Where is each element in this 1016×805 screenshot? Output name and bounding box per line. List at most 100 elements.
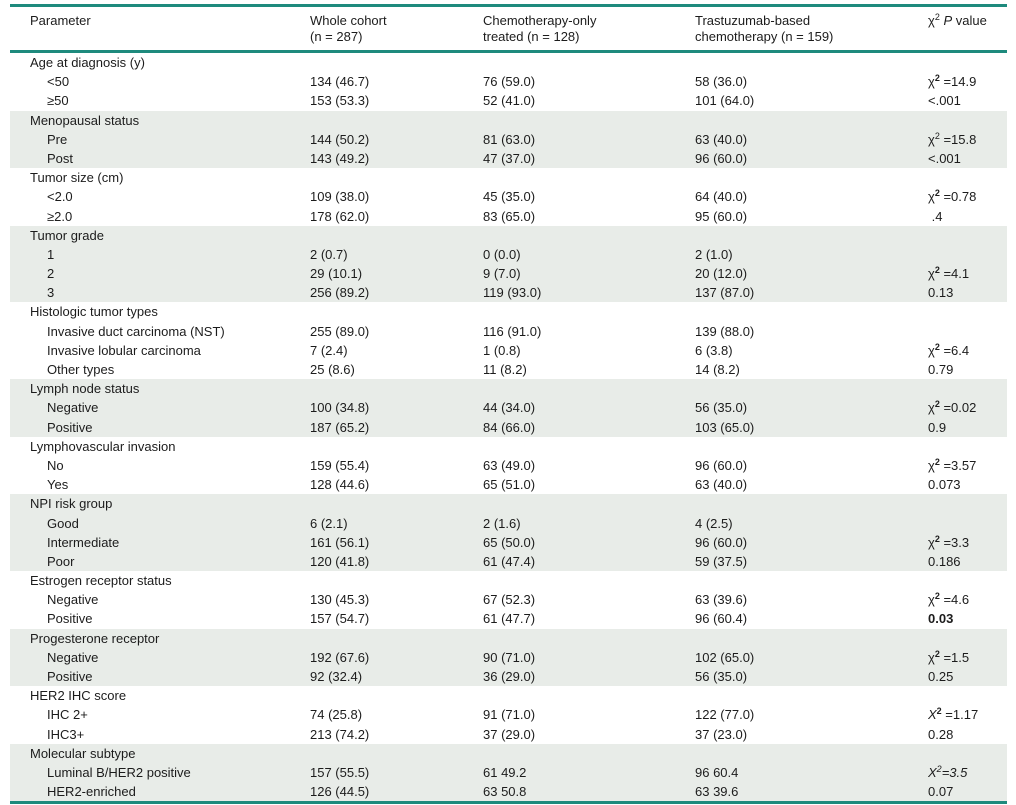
stat-cell: χ2 =6.4	[928, 341, 1007, 360]
empty-cell	[310, 53, 483, 72]
empty-cell	[483, 168, 695, 187]
table-row: Yes 128 (44.6) 65 (51.0) 63 (40.0) 0.073	[10, 475, 1007, 494]
trastuzumab-value: 56 (35.0)	[695, 669, 748, 684]
row-label: Luminal B/HER2 positive	[47, 764, 191, 780]
chemo-only-value: 116 (91.0)	[483, 323, 542, 339]
table-row: Negative 130 (45.3) 67 (52.3) 63 (39.6) χ2 =…	[10, 590, 1007, 609]
whole-cohort-value: 92 (32.4)	[310, 669, 363, 684]
section-header-row: Tumor grade	[10, 225, 1007, 245]
p-value: 0.073	[928, 477, 961, 493]
trastuzumab-value: 56 (35.0)	[695, 400, 748, 416]
p-value: 0.25	[928, 669, 954, 684]
chemo-only-value: 61 (47.7)	[483, 611, 536, 627]
section-header-row: Age at diagnosis (y)	[10, 53, 1007, 72]
row-label: 2	[47, 266, 55, 282]
whole-cohort-value: 144 (50.2)	[310, 131, 370, 147]
col-header-chemo-only-line1: Chemotherapy-only	[483, 13, 597, 28]
chemo-only-value: 83 (65.0)	[483, 208, 536, 224]
col-header-whole-cohort-line1: Whole cohort	[310, 13, 387, 28]
empty-cell	[928, 494, 1007, 513]
col-header-chi-p-value: χ2 P value	[928, 13, 1007, 45]
section-label: Progesterone receptor	[30, 630, 160, 646]
chi-symbol: χ	[928, 74, 935, 90]
table-row: 1 2 (0.7) 0 (0.0) 2 (1.0)	[10, 244, 1007, 265]
section-header-row: Progesterone receptor	[10, 628, 1007, 648]
empty-cell	[483, 111, 695, 130]
table-row: Positive 92 (32.4) 36 (29.0) 56 (35.0) 0.25	[10, 667, 1007, 687]
stat-cell	[928, 322, 1007, 341]
row-label: Negative	[47, 592, 99, 608]
chi-superscript: 2	[934, 341, 940, 352]
row-label: Other types	[47, 362, 115, 377]
whole-cohort-value: 213 (74.2)	[310, 726, 370, 742]
empty-cell	[483, 379, 695, 398]
section-header-row: Tumor size (cm)	[10, 168, 1007, 187]
empty-cell	[695, 111, 928, 130]
empty-cell	[483, 686, 695, 705]
p-value: .4	[928, 208, 943, 224]
empty-cell	[695, 53, 928, 72]
stat-cell: χ2 =15.8	[928, 130, 1007, 149]
empty-cell	[483, 744, 695, 763]
trastuzumab-value: 6 (3.8)	[695, 342, 733, 358]
stat-cell: χ2 =0.78	[928, 187, 1007, 206]
row-label: IHC3+	[47, 726, 85, 742]
row-label: Invasive lobular carcinoma	[47, 342, 201, 358]
whole-cohort-value: 161 (56.1)	[310, 534, 370, 550]
chi-superscript: 2	[934, 591, 940, 602]
stat-cell: <.001	[928, 91, 1007, 110]
whole-cohort-value: 187 (65.2)	[310, 419, 370, 435]
row-label: 1	[47, 246, 55, 262]
table-row: No 159 (55.4) 63 (49.0) 96 (60.0) χ2 =3.57	[10, 456, 1007, 475]
section-header-row: Lymphovascular invasion	[10, 437, 1007, 456]
col-header-trastuzumab-line1: Trastuzumab-based	[695, 13, 811, 28]
chi-superscript: 2	[934, 399, 940, 410]
chi-symbol: χ	[928, 457, 935, 473]
chi-symbol: X	[928, 707, 937, 723]
chemo-only-value: 63 (49.0)	[483, 457, 536, 473]
table-row: Good 6 (2.1) 2 (1.6) 4 (2.5)	[10, 513, 1007, 533]
table-row: Intermediate 161 (56.1) 65 (50.0) 96 (60.0)…	[10, 532, 1007, 552]
col-header-whole-cohort: Whole cohort (n = 287)	[310, 13, 483, 45]
row-label: Negative	[47, 649, 99, 665]
stat-cell: 0.25	[928, 667, 1007, 686]
col-header-chemo-only-line2: treated (n = 128)	[483, 29, 580, 44]
row-label: Positive	[47, 419, 93, 435]
empty-cell	[483, 437, 695, 456]
chi-symbol: χ	[928, 13, 935, 28]
empty-cell	[695, 302, 928, 321]
empty-cell	[928, 571, 1007, 590]
stat-cell: χ2 =0.02	[928, 398, 1007, 417]
trastuzumab-value: 64 (40.0)	[695, 189, 748, 205]
chi-superscript: 2	[936, 706, 942, 717]
stat-cell: 0.28	[928, 725, 1007, 744]
trastuzumab-value: 102 (65.0)	[695, 649, 755, 665]
whole-cohort-value: 6 (2.1)	[310, 515, 348, 531]
value-label: value	[952, 13, 987, 28]
empty-cell	[695, 686, 928, 705]
chi-value: =4.6	[939, 592, 970, 608]
chi-symbol: χ	[928, 131, 935, 147]
whole-cohort-value: 128 (44.6)	[310, 477, 370, 493]
col-header-trastuzumab: Trastuzumab-based chemotherapy (n = 159)	[695, 13, 928, 45]
trastuzumab-value: 58 (36.0)	[695, 74, 748, 90]
trastuzumab-value: 37 (23.0)	[695, 726, 748, 742]
whole-cohort-value: 2 (0.7)	[310, 246, 348, 262]
chi-superscript: 2	[934, 533, 940, 544]
whole-cohort-value: 178 (62.0)	[310, 208, 370, 224]
whole-cohort-value: 29 (10.1)	[310, 266, 363, 282]
empty-cell	[928, 168, 1007, 187]
trastuzumab-value: 2 (1.0)	[695, 246, 733, 262]
chi-value: =15.8	[939, 131, 977, 147]
whole-cohort-value: 159 (55.4)	[310, 457, 370, 473]
empty-cell	[310, 226, 483, 245]
row-label: ≥50	[47, 93, 69, 109]
chi-value: =14.9	[939, 74, 977, 90]
row-label: ≥2.0	[47, 208, 73, 224]
table-row: ≥2.0 178 (62.0) 83 (65.0) 95 (60.0) .4	[10, 207, 1007, 226]
whole-cohort-value: 157 (54.7)	[310, 611, 370, 627]
chi-superscript: 2	[934, 73, 940, 84]
empty-cell	[695, 571, 928, 590]
stat-cell: <.001	[928, 149, 1007, 168]
stat-cell: χ2 =1.5	[928, 648, 1007, 667]
